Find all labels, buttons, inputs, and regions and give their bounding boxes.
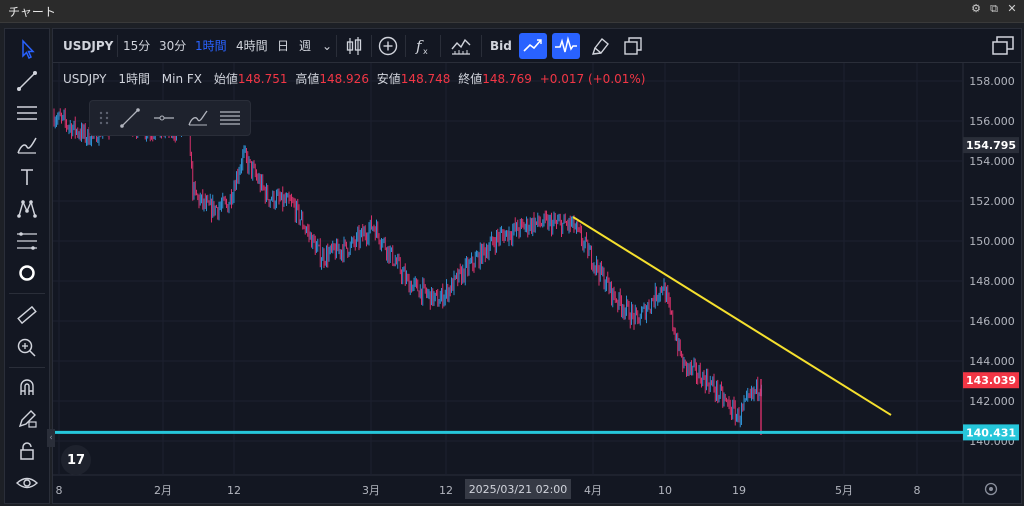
price-tag-label: 143.039 <box>966 374 1016 387</box>
svg-text:x: x <box>423 47 428 56</box>
duplicate-window-icon[interactable] <box>621 34 645 58</box>
price-axis-tick: 156.000 <box>969 115 1015 128</box>
add-compare-icon[interactable] <box>376 34 400 58</box>
crosshair-time-text: 2025/03/21 02:00 <box>469 483 568 496</box>
legend-symbol: USDJPY <box>63 72 107 86</box>
floating-drawing-toolbar <box>89 100 251 136</box>
time-axis-tick: 12 <box>227 484 241 497</box>
legend-close-label: 終値 <box>458 72 483 86</box>
float-parallel-lines-icon[interactable] <box>218 106 242 130</box>
trendline-tool-icon[interactable] <box>13 69 41 93</box>
symbol-button[interactable]: USDJPY <box>63 39 114 53</box>
interval-week[interactable]: 週 <box>299 39 312 53</box>
pulse-mode-button[interactable] <box>552 33 580 59</box>
visibility-eye-icon[interactable] <box>13 471 41 495</box>
drawings <box>53 216 963 434</box>
toolbar-collapse-chevron-icon[interactable]: ‹ <box>47 429 55 447</box>
trendline-drawing[interactable] <box>572 216 892 416</box>
candles <box>53 108 762 435</box>
interval-4h[interactable]: 4時間 <box>236 39 268 53</box>
shape-tool-icon[interactable] <box>13 261 41 285</box>
drag-handle-icon[interactable] <box>92 106 116 130</box>
layout-select-icon[interactable] <box>991 34 1015 58</box>
fib-tool-icon[interactable] <box>13 229 41 253</box>
chart-pane[interactable]: 158.000 156.000 154.000 152.000 150.000 148.0… <box>52 62 1022 504</box>
price-tag-bg <box>963 424 1019 441</box>
price-axis-tick: 148.000 <box>969 275 1015 288</box>
price-tag-label: 154.795 <box>966 139 1016 152</box>
price-axis-tick: 146.000 <box>969 315 1015 328</box>
legend-change-value: +0.017 (+0.01%) <box>539 72 646 86</box>
price-axis-tick: 142.000 <box>969 395 1015 408</box>
price-tag-label: 140.431 <box>966 426 1016 439</box>
window-titlebar: チャート ⚙ ⧉ ✕ <box>0 0 1024 23</box>
legend-high-value: 148.926 <box>319 72 369 86</box>
settings-icon[interactable]: ⚙ <box>971 2 981 15</box>
legend-close-value: 148.769 <box>482 72 532 86</box>
interval-day[interactable]: 日 <box>277 39 290 53</box>
trend-line-mode-button[interactable] <box>519 33 547 59</box>
time-axis-tick: 2月 <box>154 484 172 497</box>
legend-low-label: 安値 <box>376 72 401 86</box>
price-tag-bg <box>963 137 1019 154</box>
time-axis-tick: 8 <box>56 484 63 497</box>
price-tags: 154.795 143.039 140.431 <box>963 137 1019 441</box>
price-axis-tick: 152.000 <box>969 195 1015 208</box>
grid-lines <box>53 63 963 475</box>
crosshair-time-label: 2025/03/21 02:00 <box>465 479 571 499</box>
ohlc-legend: USDJPY 1時間 Min FX 始値148.751 高値148.926 安値… <box>63 70 649 87</box>
legend-high-label: 高値 <box>295 72 320 86</box>
bid-ask-toggle[interactable]: Bid <box>490 39 512 53</box>
candle-style-icon[interactable] <box>342 34 366 58</box>
price-axis-tick: 158.000 <box>969 75 1015 88</box>
zoom-in-icon[interactable] <box>13 335 41 359</box>
legend-open-label: 始値 <box>213 72 238 86</box>
ruler-icon[interactable] <box>13 303 41 327</box>
lock-drawing-pencil-icon[interactable] <box>13 407 41 431</box>
legend-interval: 1時間 <box>118 72 150 86</box>
time-axis-labels: 8 2月 12 3月 12 4月 10 19 5月 8 <box>56 484 921 497</box>
interval-15m[interactable]: 15分 <box>123 39 151 53</box>
price-axis-tick: 154.000 <box>969 155 1015 168</box>
interval-dropdown-chevron-icon[interactable]: ⌄ <box>322 39 333 53</box>
float-trendline-icon[interactable] <box>118 106 142 130</box>
price-axis-tick: 150.000 <box>969 235 1015 248</box>
horizontal-lines-tool-icon[interactable] <box>13 101 41 125</box>
float-horizontal-ray-icon[interactable] <box>152 106 176 130</box>
time-axis-tick: 19 <box>732 484 746 497</box>
time-axis-tick: 12 <box>439 484 453 497</box>
tradingview-logo: 17 <box>61 445 91 475</box>
legend-low-value: 148.748 <box>400 72 451 86</box>
price-tag-bg <box>963 372 1019 389</box>
svg-text:f: f <box>415 37 424 55</box>
price-axis-panel <box>963 63 1021 475</box>
popout-icon[interactable]: ⧉ <box>990 2 998 15</box>
time-axis-tick: 3月 <box>362 484 380 497</box>
drawing-toolbar <box>4 28 50 504</box>
close-icon[interactable]: ✕ <box>1007 2 1017 15</box>
float-brush-icon[interactable] <box>186 106 210 130</box>
cursor-tool-icon[interactable] <box>13 37 41 61</box>
time-axis-tick: 5月 <box>835 484 853 497</box>
interval-30m[interactable]: 30分 <box>159 39 187 53</box>
templates-chart-icon[interactable] <box>449 34 473 58</box>
eraser-brush-icon[interactable] <box>589 34 613 58</box>
axis-settings-icon[interactable] <box>984 482 998 496</box>
text-tool-icon[interactable] <box>13 165 41 189</box>
pattern-tool-icon[interactable] <box>13 197 41 221</box>
lock-icon[interactable] <box>13 439 41 463</box>
window-title: チャート <box>8 5 56 19</box>
time-axis-tick: 8 <box>914 484 921 497</box>
interval-1h[interactable]: 1時間 <box>195 39 227 53</box>
legend-source: Min FX <box>161 72 203 86</box>
price-axis-tick: 144.000 <box>969 355 1015 368</box>
legend-open-value: 148.751 <box>237 72 288 86</box>
magnet-icon[interactable] <box>13 375 41 399</box>
brush-tool-icon[interactable] <box>13 133 41 157</box>
price-axis-labels: 158.000 156.000 154.000 152.000 150.000 148.0… <box>969 75 1015 448</box>
time-axis-tick: 10 <box>658 484 672 497</box>
time-axis-tick: 4月 <box>584 484 602 497</box>
